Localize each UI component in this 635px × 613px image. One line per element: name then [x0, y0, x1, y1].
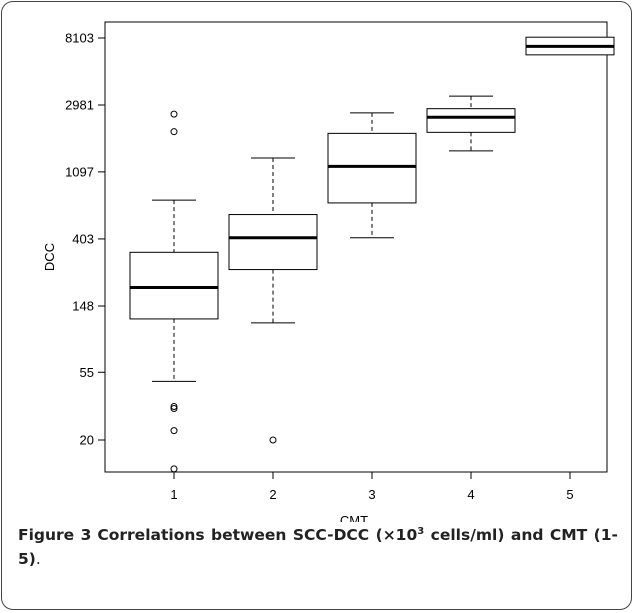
outlier-point	[170, 128, 178, 136]
outlier-point	[170, 405, 178, 413]
outlier-point	[170, 427, 178, 435]
box-group-4	[426, 95, 516, 152]
outlier-point	[170, 465, 178, 473]
x-axis: 1 2 3 4 5	[170, 472, 574, 502]
y-tick-label: 148	[72, 298, 94, 313]
y-tick-label: 20	[80, 433, 94, 448]
box-iqr	[228, 214, 318, 271]
box-group-1	[129, 110, 219, 473]
figure-caption: Figure 3 Correlations between SCC-DCC (×…	[18, 523, 618, 571]
y-tick-label: 2981	[65, 97, 94, 112]
boxes-group	[129, 36, 615, 473]
caption-trailing: .	[35, 550, 41, 568]
box-iqr	[129, 251, 219, 320]
outlier-point	[170, 402, 178, 410]
box-group-2	[228, 157, 318, 444]
y-axis: 20 55 148 403 1097 2981 8103	[65, 31, 105, 448]
caption-text-before: Correlations between SCC-DCC (×10	[97, 526, 418, 544]
box-group-5	[525, 36, 615, 56]
y-tick-label: 55	[80, 365, 94, 380]
y-tick-label: 1097	[65, 164, 94, 179]
box-iqr	[327, 132, 417, 204]
outlier-point	[170, 110, 178, 118]
y-tick-label: 8103	[65, 31, 94, 46]
box-iqr	[426, 108, 516, 133]
x-tick-label: 4	[467, 487, 474, 502]
y-tick-label: 403	[72, 231, 94, 246]
outlier-point	[269, 436, 277, 444]
x-tick-label: 1	[170, 487, 177, 502]
x-tick-label: 2	[269, 487, 276, 502]
plot-area-border	[104, 21, 608, 473]
caption-superscript: 3	[417, 525, 425, 537]
box-group-3	[327, 112, 417, 239]
y-axis-label: DCC	[42, 243, 57, 271]
caption-text-after: cells/ml) and CMT (1-5)	[18, 526, 618, 568]
x-tick-label: 3	[368, 487, 375, 502]
x-axis-label: CMT	[340, 513, 368, 522]
boxplot-chart: 20 55 148 403 1097 2981 8103 1 2 3 4 5 DCC CMT	[42, 21, 615, 522]
caption-label: Figure 3	[18, 526, 92, 544]
x-tick-label: 5	[566, 487, 573, 502]
